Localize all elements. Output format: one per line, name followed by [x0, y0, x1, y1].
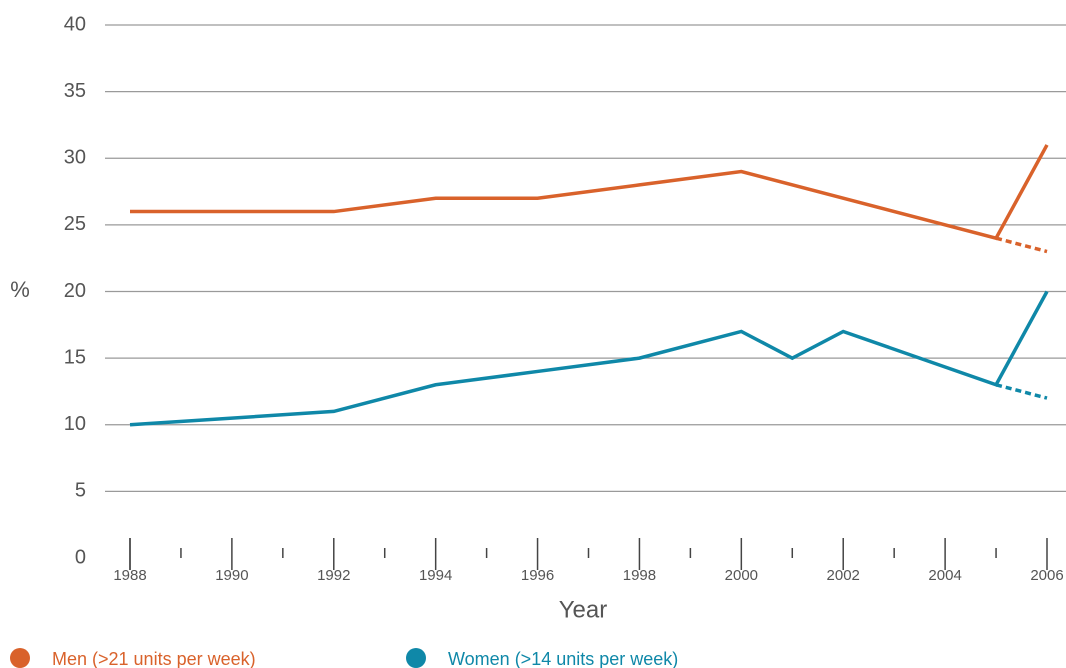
x-tick-label: 2004	[928, 567, 961, 584]
dashed-line	[995, 236, 1048, 254]
line	[130, 144, 1049, 241]
y-tick-label: 5	[75, 480, 86, 502]
x-tick-label: 1988	[113, 567, 146, 584]
x-tick-label: 1992	[317, 567, 350, 584]
y-tick-label: 30	[64, 147, 86, 169]
legend-marker	[10, 648, 30, 668]
y-tick-label: 40	[64, 13, 86, 35]
legend-label: Women (>14 units per week)	[448, 649, 678, 668]
legend-label: Men (>21 units per week)	[52, 649, 256, 668]
x-tick-label: 2002	[827, 567, 860, 584]
y-tick-label: 10	[64, 413, 86, 435]
y-tick-label: 15	[64, 346, 86, 368]
x-axis-label: Year	[559, 596, 608, 623]
y-tick-label: 35	[64, 80, 86, 102]
x-tick-label: 1990	[215, 567, 248, 584]
y-axis-label: %	[10, 277, 30, 302]
dashed-line	[995, 383, 1048, 400]
x-tick-label: 2006	[1030, 567, 1063, 584]
x-tick-label: 1996	[521, 567, 554, 584]
y-tick-label: 25	[64, 213, 86, 235]
y-tick-label: 0	[75, 546, 86, 568]
x-tick-label: 2000	[725, 567, 758, 584]
line	[129, 290, 1049, 427]
x-tick-label: 1994	[419, 567, 452, 584]
legend-marker	[406, 648, 426, 668]
x-tick-label: 1998	[623, 567, 656, 584]
y-tick-label: 20	[64, 280, 86, 302]
